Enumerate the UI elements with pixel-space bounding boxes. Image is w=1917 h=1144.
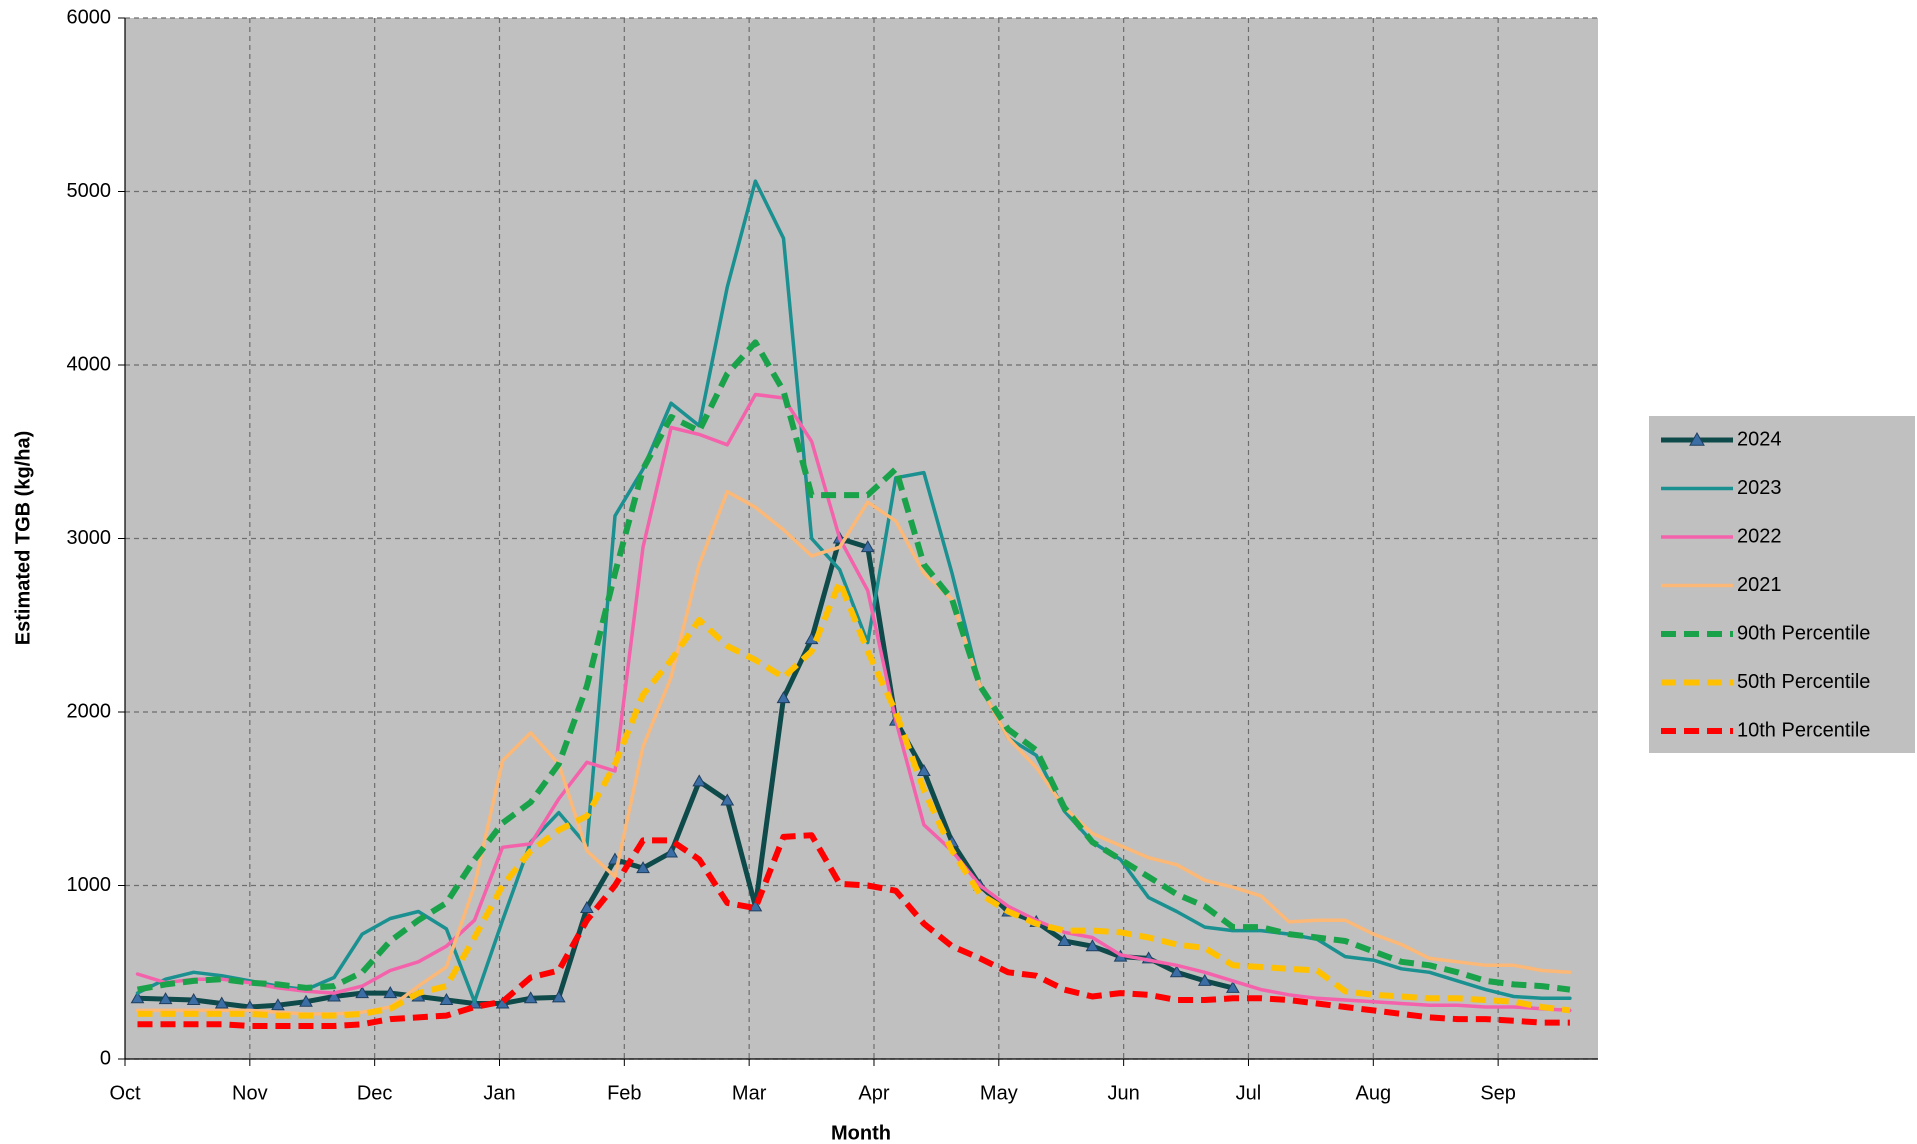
legend: 2024 2023 2022 2021 90th Percentile 50th Perc… [1649,416,1915,753]
y-tick-label: 1000 [67,874,112,896]
point-marker [130,991,145,1004]
point-marker [860,540,875,553]
point-marker [720,793,735,806]
x-tick-label: Nov [232,1082,268,1104]
legend-label: 2023 [1737,477,1782,499]
legend-label: 10th Percentile [1737,719,1870,741]
y-tick-label: 0 [100,1047,111,1069]
x-tick-label: Feb [607,1082,641,1104]
x-tick-label: Jul [1236,1082,1262,1104]
point-marker [636,861,650,874]
x-tick-label: Jun [1108,1082,1140,1104]
legend-marker [1689,431,1705,446]
point-marker [692,774,707,787]
point-marker [1226,980,1240,993]
point-marker [1169,965,1184,978]
x-tick-label: Sep [1480,1082,1516,1104]
y-tick-label: 4000 [67,353,112,375]
point-marker [664,845,678,858]
x-tick-label: Aug [1356,1082,1392,1104]
point-marker [1197,973,1212,986]
point-marker [1085,939,1100,952]
x-tick-label: Jan [483,1082,515,1104]
point-marker [1057,934,1072,947]
point-marker [383,986,398,999]
y-axis-title: Estimated TGB (kg/ha) [12,431,34,645]
point-marker [214,996,229,1009]
legend-label: 2021 [1737,574,1782,596]
point-marker [158,992,173,1005]
x-tick-label: Mar [732,1082,767,1104]
point-marker [186,993,201,1006]
x-tick-label: Apr [858,1082,889,1104]
legend-label: 2022 [1737,525,1782,547]
x-tick-label: Dec [357,1082,393,1104]
x-axis-title: Month [831,1122,891,1144]
legend-label: 90th Percentile [1737,622,1870,644]
x-tick-label: May [980,1082,1018,1104]
point-marker [327,989,341,1002]
series-line [135,392,1572,1013]
series-line [137,578,1571,1019]
point-marker [776,691,791,704]
point-marker [271,998,285,1011]
series-line [137,832,1570,1029]
y-tick-label: 2000 [67,700,112,722]
point-marker [299,994,313,1007]
point-marker [439,993,454,1006]
y-tick-label: 5000 [67,180,112,202]
x-tick-label: Oct [109,1082,141,1104]
point-marker [523,991,538,1004]
series-line [135,536,1236,1010]
legend-label: 50th Percentile [1737,671,1870,693]
point-marker [580,901,594,914]
series-line [135,179,1572,1004]
y-tick-label: 6000 [67,6,112,28]
series-line [136,339,1571,993]
point-marker [551,990,566,1003]
point-marker [355,986,370,999]
legend-label: 2024 [1737,428,1782,450]
point-marker [917,763,931,776]
y-tick-label: 3000 [67,527,112,549]
